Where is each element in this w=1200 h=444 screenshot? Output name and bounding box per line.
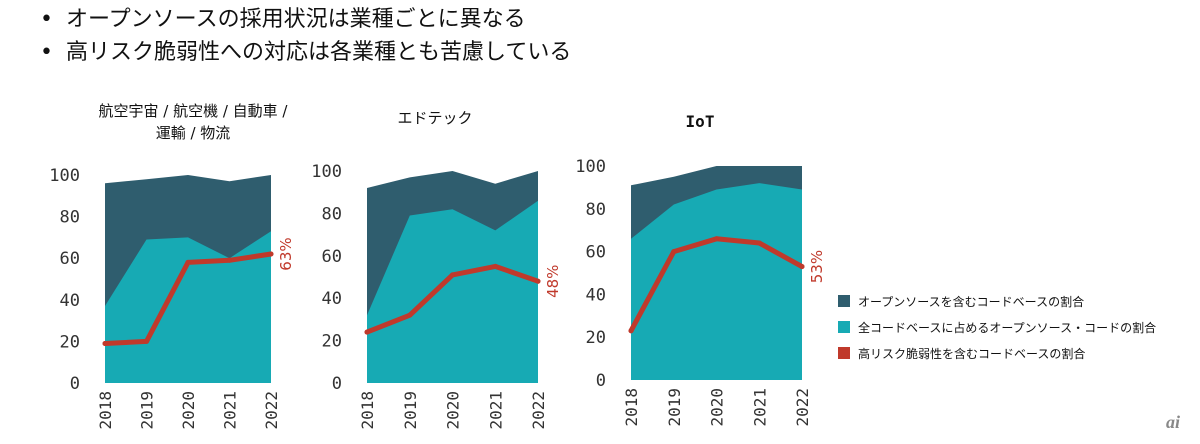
risk-point bbox=[185, 259, 191, 265]
y-tick-label: 80 bbox=[60, 208, 80, 228]
x-tick-label: 2021 bbox=[750, 388, 769, 427]
y-tick-label: 40 bbox=[586, 285, 606, 305]
area-share-series bbox=[367, 200, 538, 383]
chart-panel: 0 20 40 60 80 100 2018 2019 2020 2021 2022 53% bbox=[575, 157, 826, 427]
x-tick-label: 2018 bbox=[96, 391, 115, 430]
bullet-mark: • bbox=[40, 40, 53, 65]
x-tick-label: 2022 bbox=[529, 391, 548, 430]
legend-swatch bbox=[838, 321, 850, 333]
risk-point bbox=[102, 340, 108, 346]
chart-title-line: 航空宇宙 / 航空機 / 自動車 / bbox=[98, 102, 288, 120]
chart-panel: 0 20 40 60 80 100 2018 2019 2020 2021 2022 48% bbox=[311, 162, 562, 430]
bullet-text: オープンソースの採用状況は業種ごとに異なる bbox=[66, 7, 526, 32]
risk-point bbox=[144, 338, 149, 344]
risk-point bbox=[756, 240, 762, 246]
risk-point bbox=[227, 257, 232, 263]
x-tick-label: 2018 bbox=[358, 391, 377, 430]
end-value-label: 63% bbox=[277, 237, 295, 270]
svg-text:ai: ai bbox=[1166, 412, 1180, 432]
y-tick-label: 80 bbox=[322, 204, 342, 224]
area-share-series bbox=[105, 231, 271, 383]
y-tick-label: 20 bbox=[586, 328, 606, 348]
legend: オープンソースを含むコードベースの割合 全コードベースに占めるオープンソース・コ… bbox=[838, 288, 1156, 366]
bullet-list: • オープンソースの採用状況は業種ごとに異なる • 高リスク脆弱性への対応は各業種と… bbox=[40, 4, 571, 70]
risk-point bbox=[628, 328, 634, 334]
logo-icon: ai bbox=[1166, 412, 1180, 432]
legend-item: オープンソースを含むコードベースの割合 bbox=[838, 288, 1156, 314]
risk-point bbox=[535, 278, 541, 284]
legend-label: 全コードベースに占めるオープンソース・コードの割合 bbox=[858, 320, 1157, 335]
risk-point bbox=[364, 329, 370, 335]
y-tick-label: 40 bbox=[60, 291, 80, 311]
legend-swatch bbox=[838, 347, 850, 359]
chart-title-line: エドテック bbox=[397, 109, 473, 127]
x-tick-label: 2020 bbox=[179, 391, 198, 430]
y-tick-label: 0 bbox=[332, 374, 342, 394]
x-tick-label: 2020 bbox=[444, 391, 463, 430]
x-tick-label: 2021 bbox=[221, 391, 240, 430]
bullet-text: 高リスク脆弱性への対応は各業種とも苦慮している bbox=[66, 40, 572, 65]
bullet-item: • 高リスク脆弱性への対応は各業種とも苦慮している bbox=[40, 37, 571, 70]
chart-title-line: IoT bbox=[685, 112, 715, 131]
y-tick-label: 0 bbox=[70, 374, 80, 394]
risk-point bbox=[450, 272, 455, 278]
chart-panel: 0 20 40 60 80 100 2018 2019 2020 2021 2022 63% bbox=[49, 166, 295, 430]
chart-title: エドテック bbox=[350, 107, 520, 129]
y-tick-label: 60 bbox=[586, 243, 606, 263]
risk-point bbox=[799, 264, 805, 270]
y-tick-label: 40 bbox=[322, 289, 342, 309]
legend-label: 高リスク脆弱性を含むコードベースの割合 bbox=[858, 346, 1086, 361]
end-value-label: 53% bbox=[808, 250, 826, 283]
y-tick-label: 100 bbox=[311, 162, 342, 182]
risk-point bbox=[671, 249, 677, 255]
y-tick-label: 0 bbox=[596, 371, 606, 391]
legend-item: 全コードベースに占めるオープンソース・コードの割合 bbox=[838, 314, 1156, 340]
y-tick-label: 100 bbox=[49, 166, 80, 186]
x-tick-label: 2018 bbox=[622, 388, 641, 427]
x-tick-label: 2022 bbox=[793, 388, 812, 427]
legend-label: オープンソースを含むコードベースの割合 bbox=[858, 294, 1085, 309]
x-tick-label: 2020 bbox=[708, 388, 727, 427]
end-value-label: 48% bbox=[544, 265, 562, 298]
x-tick-label: 2019 bbox=[138, 391, 157, 430]
y-tick-label: 20 bbox=[322, 332, 342, 352]
x-tick-label: 2021 bbox=[486, 391, 505, 430]
bullet-mark: • bbox=[40, 7, 53, 32]
y-tick-label: 60 bbox=[322, 247, 342, 267]
x-tick-label: 2022 bbox=[262, 391, 281, 430]
risk-point bbox=[407, 312, 413, 318]
x-tick-label: 2019 bbox=[401, 391, 420, 430]
x-tick-label: 2019 bbox=[665, 388, 684, 427]
risk-point bbox=[492, 263, 498, 269]
y-tick-label: 20 bbox=[60, 332, 80, 352]
risk-point bbox=[714, 236, 719, 242]
legend-item: 高リスク脆弱性を含むコードベースの割合 bbox=[838, 340, 1156, 366]
bullet-item: • オープンソースの採用状況は業種ごとに異なる bbox=[40, 4, 571, 37]
y-tick-label: 100 bbox=[575, 157, 606, 177]
chart-title-line: 運輸 / 物流 bbox=[155, 124, 231, 142]
chart-title: 航空宇宙 / 航空機 / 自動車 / 運輸 / 物流 bbox=[88, 100, 298, 144]
y-tick-label: 80 bbox=[586, 200, 606, 220]
risk-point bbox=[268, 251, 274, 257]
legend-swatch bbox=[838, 295, 850, 307]
y-tick-label: 60 bbox=[60, 249, 80, 269]
chart-title: IoT bbox=[640, 111, 760, 133]
area-share-series bbox=[631, 183, 802, 380]
